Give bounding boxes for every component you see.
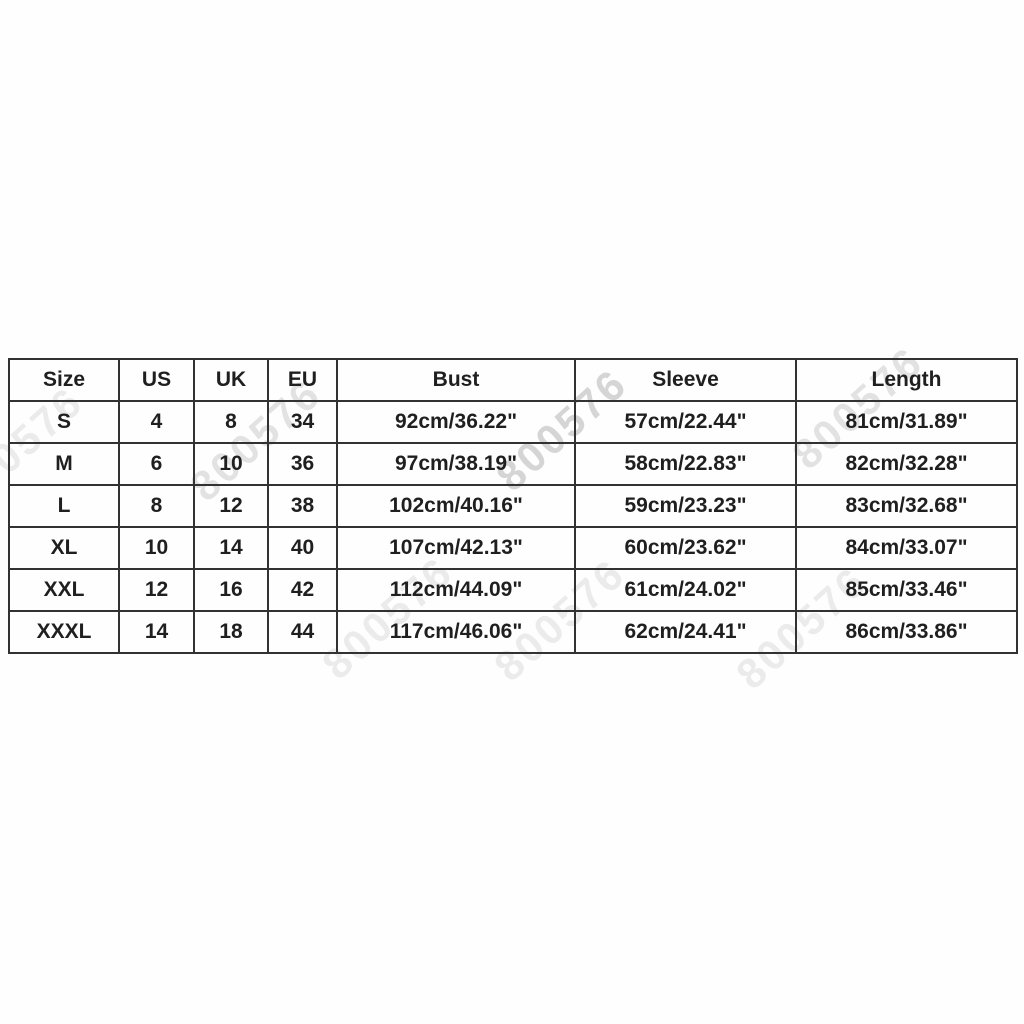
cell-sleeve: 57cm/22.44" [574,400,797,444]
cell-us: 6 [118,442,195,486]
cell-size: M [8,442,120,486]
cell-eu: 44 [267,610,338,654]
column-header-length: Length [795,358,1018,402]
table-row: L 8 12 38 102cm/40.16" 59cm/23.23" 83cm/… [8,484,1018,528]
cell-sleeve: 61cm/24.02" [574,568,797,612]
cell-length: 86cm/33.86" [795,610,1018,654]
cell-eu: 40 [267,526,338,570]
cell-us: 8 [118,484,195,528]
cell-sleeve: 60cm/23.62" [574,526,797,570]
cell-length: 85cm/33.46" [795,568,1018,612]
cell-bust: 102cm/40.16" [336,484,576,528]
cell-sleeve: 59cm/23.23" [574,484,797,528]
cell-bust: 92cm/36.22" [336,400,576,444]
column-header-bust: Bust [336,358,576,402]
cell-length: 84cm/33.07" [795,526,1018,570]
cell-sleeve: 62cm/24.41" [574,610,797,654]
cell-uk: 16 [193,568,269,612]
cell-length: 82cm/32.28" [795,442,1018,486]
column-header-us: US [118,358,195,402]
cell-size: XL [8,526,120,570]
cell-us: 14 [118,610,195,654]
cell-length: 81cm/31.89" [795,400,1018,444]
cell-bust: 117cm/46.06" [336,610,576,654]
column-header-sleeve: Sleeve [574,358,797,402]
header-row: Size US UK EU Bust Sleeve Length [8,358,1018,402]
cell-size: XXXL [8,610,120,654]
cell-uk: 12 [193,484,269,528]
cell-us: 10 [118,526,195,570]
cell-sleeve: 58cm/22.83" [574,442,797,486]
cell-length: 83cm/32.68" [795,484,1018,528]
table-row: M 6 10 36 97cm/38.19" 58cm/22.83" 82cm/3… [8,442,1018,486]
cell-us: 4 [118,400,195,444]
cell-us: 12 [118,568,195,612]
cell-uk: 18 [193,610,269,654]
size-chart-table: Size US UK EU Bust Sleeve Length S 4 8 3… [8,358,1018,654]
column-header-size: Size [8,358,120,402]
column-header-eu: EU [267,358,338,402]
cell-uk: 8 [193,400,269,444]
table-row: XXL 12 16 42 112cm/44.09" 61cm/24.02" 85… [8,568,1018,612]
cell-eu: 34 [267,400,338,444]
table-row: XL 10 14 40 107cm/42.13" 60cm/23.62" 84c… [8,526,1018,570]
cell-bust: 112cm/44.09" [336,568,576,612]
cell-size: L [8,484,120,528]
cell-uk: 14 [193,526,269,570]
table-row: S 4 8 34 92cm/36.22" 57cm/22.44" 81cm/31… [8,400,1018,444]
cell-eu: 36 [267,442,338,486]
column-header-uk: UK [193,358,269,402]
cell-uk: 10 [193,442,269,486]
cell-size: S [8,400,120,444]
table-row: XXXL 14 18 44 117cm/46.06" 62cm/24.41" 8… [8,610,1018,654]
cell-eu: 38 [267,484,338,528]
cell-bust: 97cm/38.19" [336,442,576,486]
cell-bust: 107cm/42.13" [336,526,576,570]
cell-eu: 42 [267,568,338,612]
cell-size: XXL [8,568,120,612]
